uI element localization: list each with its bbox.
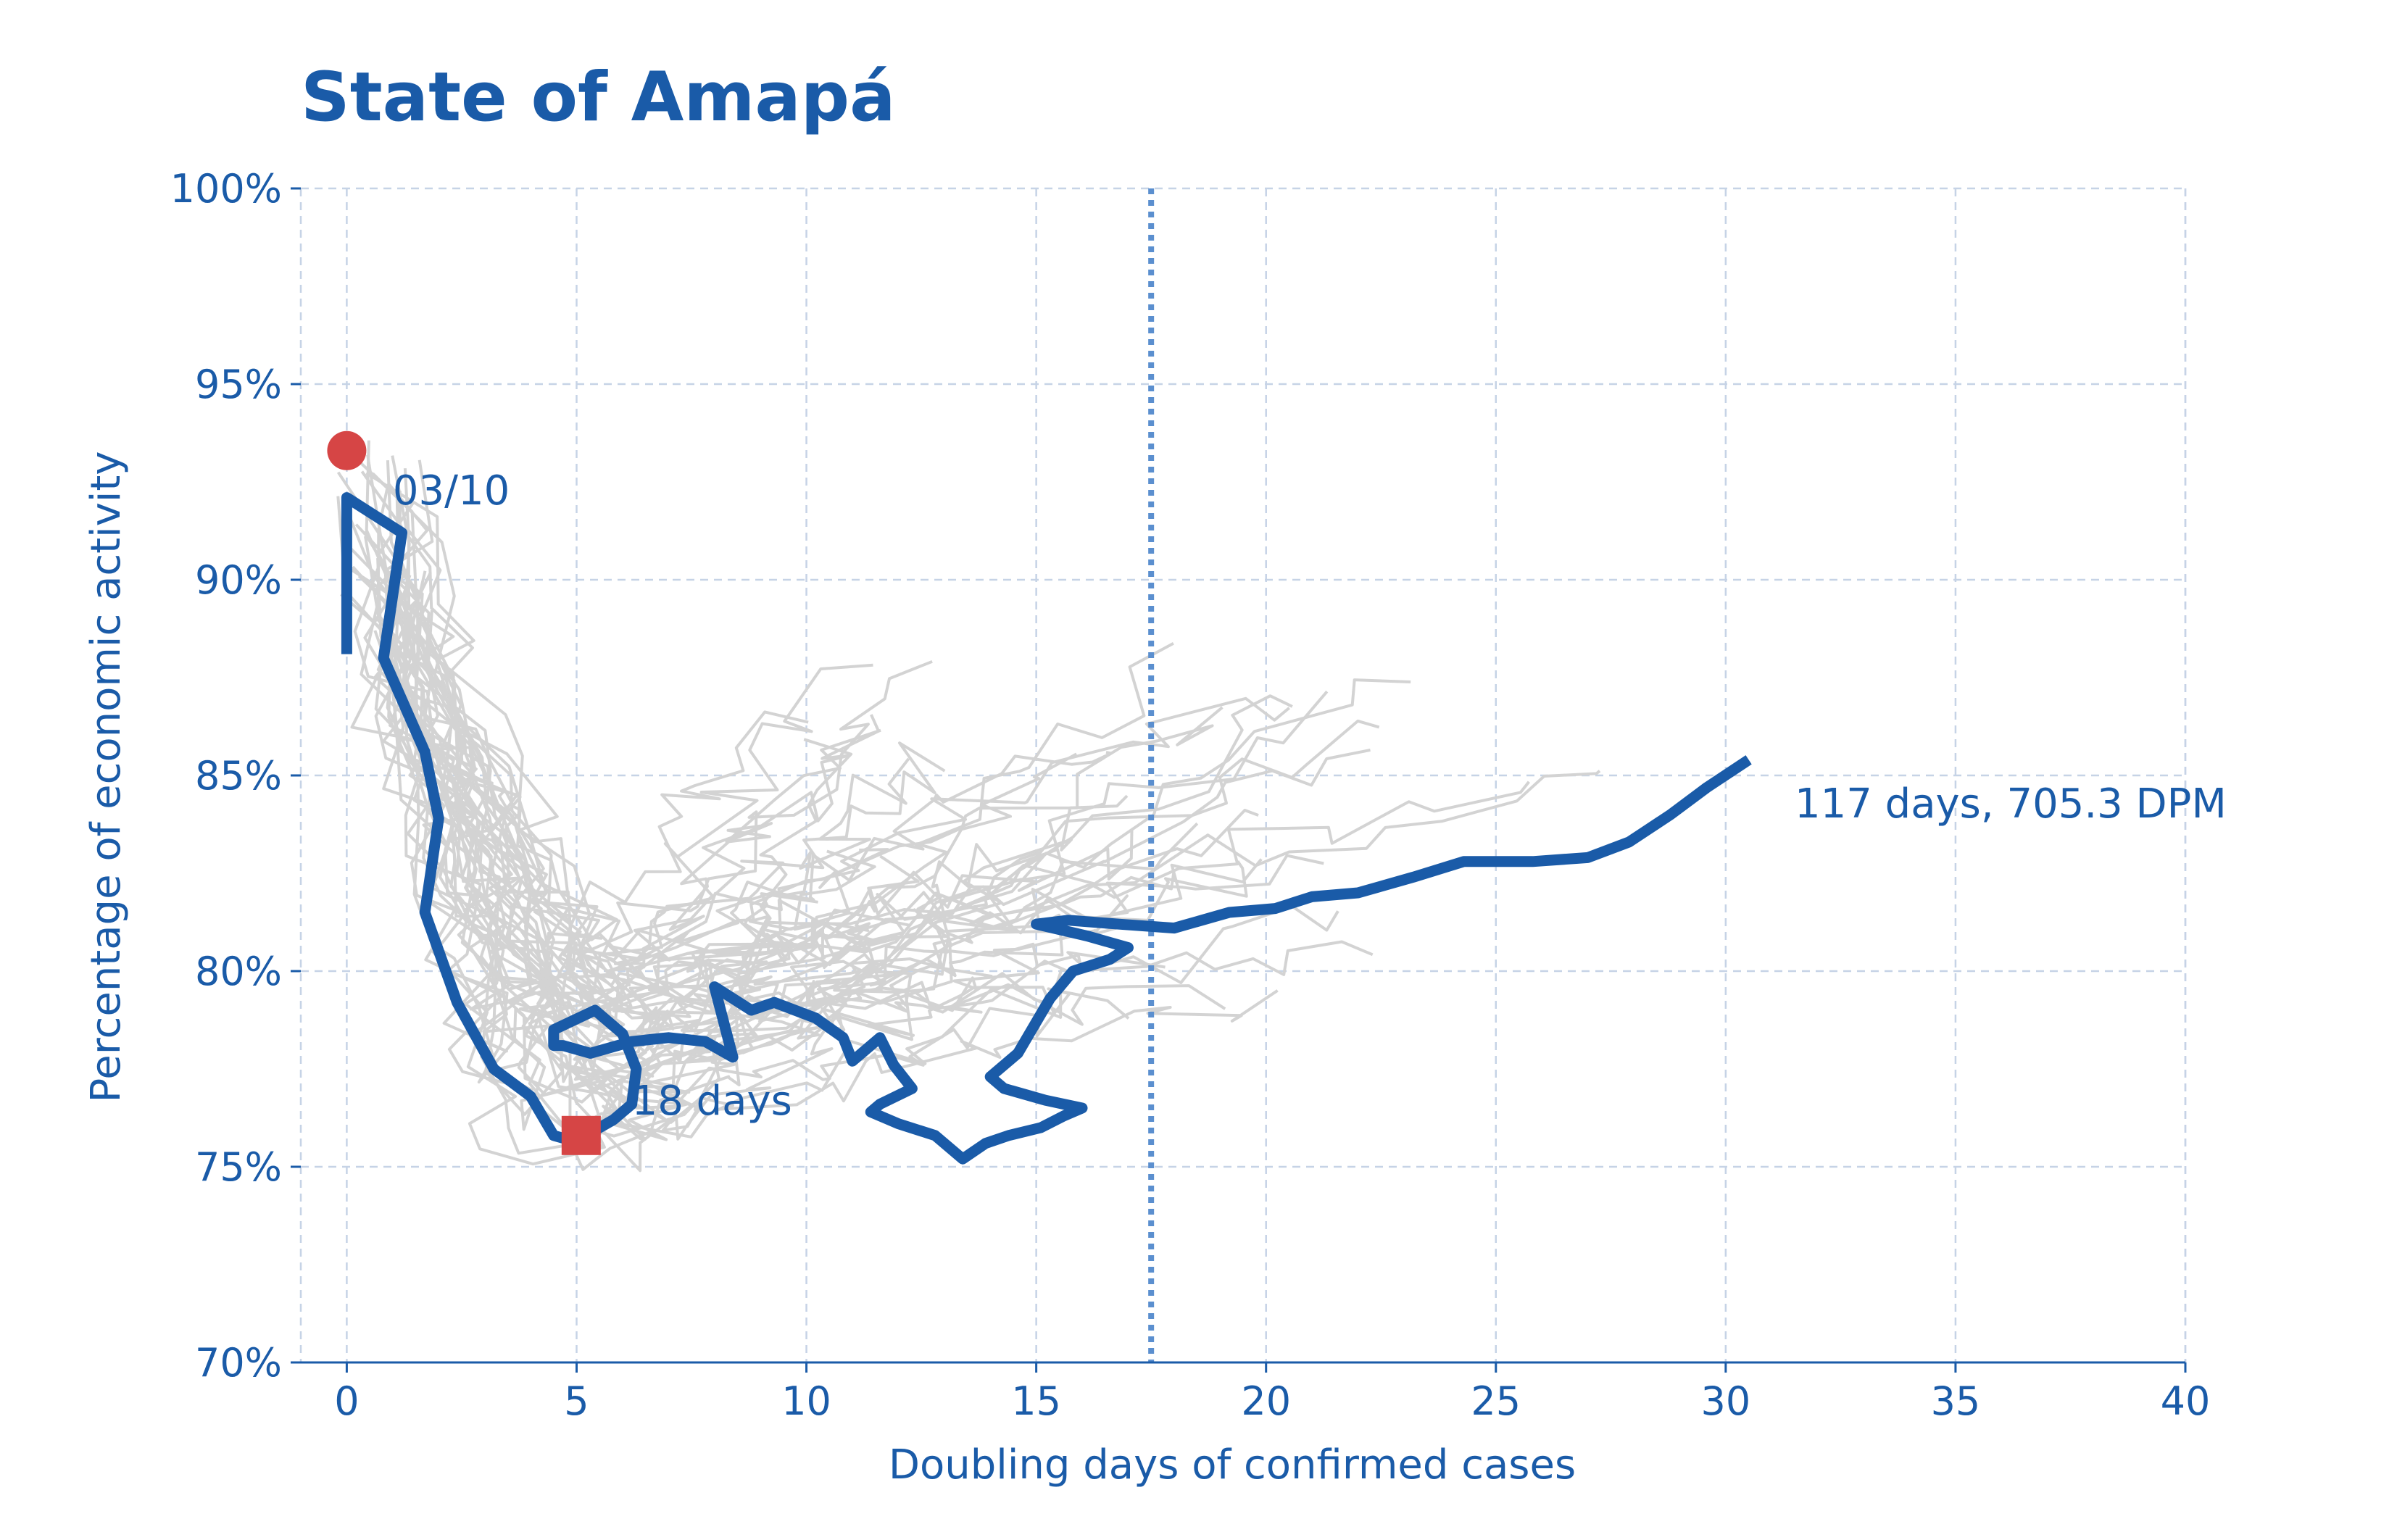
- y-tick-label: 75%: [195, 1144, 282, 1190]
- start-marker: [327, 430, 367, 470]
- y-tick-label: 80%: [195, 949, 282, 994]
- background-series-line: [382, 622, 1293, 1148]
- background-series-line: [373, 482, 1530, 1016]
- background-series-line: [353, 455, 872, 1054]
- x-tick-label: 40: [2161, 1378, 2211, 1424]
- tick-labels: 0 5 10 15 20 25 30 35 40 70% 75% 80% 85% 90% 95% 100%: [170, 166, 2211, 1424]
- background-series-line: [386, 460, 1040, 1171]
- background-series-line: [376, 641, 1113, 982]
- annotations: 03/10 18 days 117 days, 705.3 DPM: [393, 467, 2227, 1125]
- y-tick-label: 95%: [195, 362, 282, 407]
- y-tick-label: 85%: [195, 753, 282, 799]
- x-tick-label: 0: [334, 1378, 359, 1424]
- background-series-line: [374, 570, 933, 1084]
- x-tick-label: 10: [781, 1378, 831, 1424]
- x-tick-label: 20: [1241, 1378, 1291, 1424]
- x-tick-label: 30: [1700, 1378, 1750, 1424]
- background-series-line: [336, 471, 809, 1053]
- y-tick-label: 90%: [195, 557, 282, 603]
- x-axis-label: Doubling days of confirmed cases: [889, 1441, 1576, 1489]
- background-series-line: [340, 593, 873, 1116]
- x-tick-label: 35: [1931, 1378, 1981, 1424]
- x-tick-label: 15: [1011, 1378, 1061, 1424]
- background-series-line: [388, 574, 1130, 1119]
- axes: [291, 187, 2187, 1373]
- annotation-label: 18 days: [632, 1078, 792, 1125]
- background-series-line: [341, 499, 1097, 1173]
- y-tick-label: 100%: [170, 166, 282, 212]
- background-series-line: [363, 568, 946, 1015]
- background-series-line: [406, 528, 910, 1025]
- chart-title: State of Amapá: [301, 58, 896, 137]
- annotation-label: 117 days, 705.3 DPM: [1795, 781, 2227, 828]
- background-series: [336, 440, 1601, 1173]
- background-series-line: [395, 468, 1290, 991]
- background-series-line: [376, 557, 993, 1023]
- y-axis-label: Percentage of economic activity: [83, 451, 130, 1103]
- y-tick-label: 70%: [195, 1340, 282, 1386]
- x-tick-label: 5: [564, 1378, 589, 1424]
- background-series-line: [427, 609, 1199, 1134]
- min-marker: [561, 1115, 601, 1155]
- annotation-label: 03/10: [393, 467, 510, 515]
- x-tick-label: 25: [1471, 1378, 1521, 1424]
